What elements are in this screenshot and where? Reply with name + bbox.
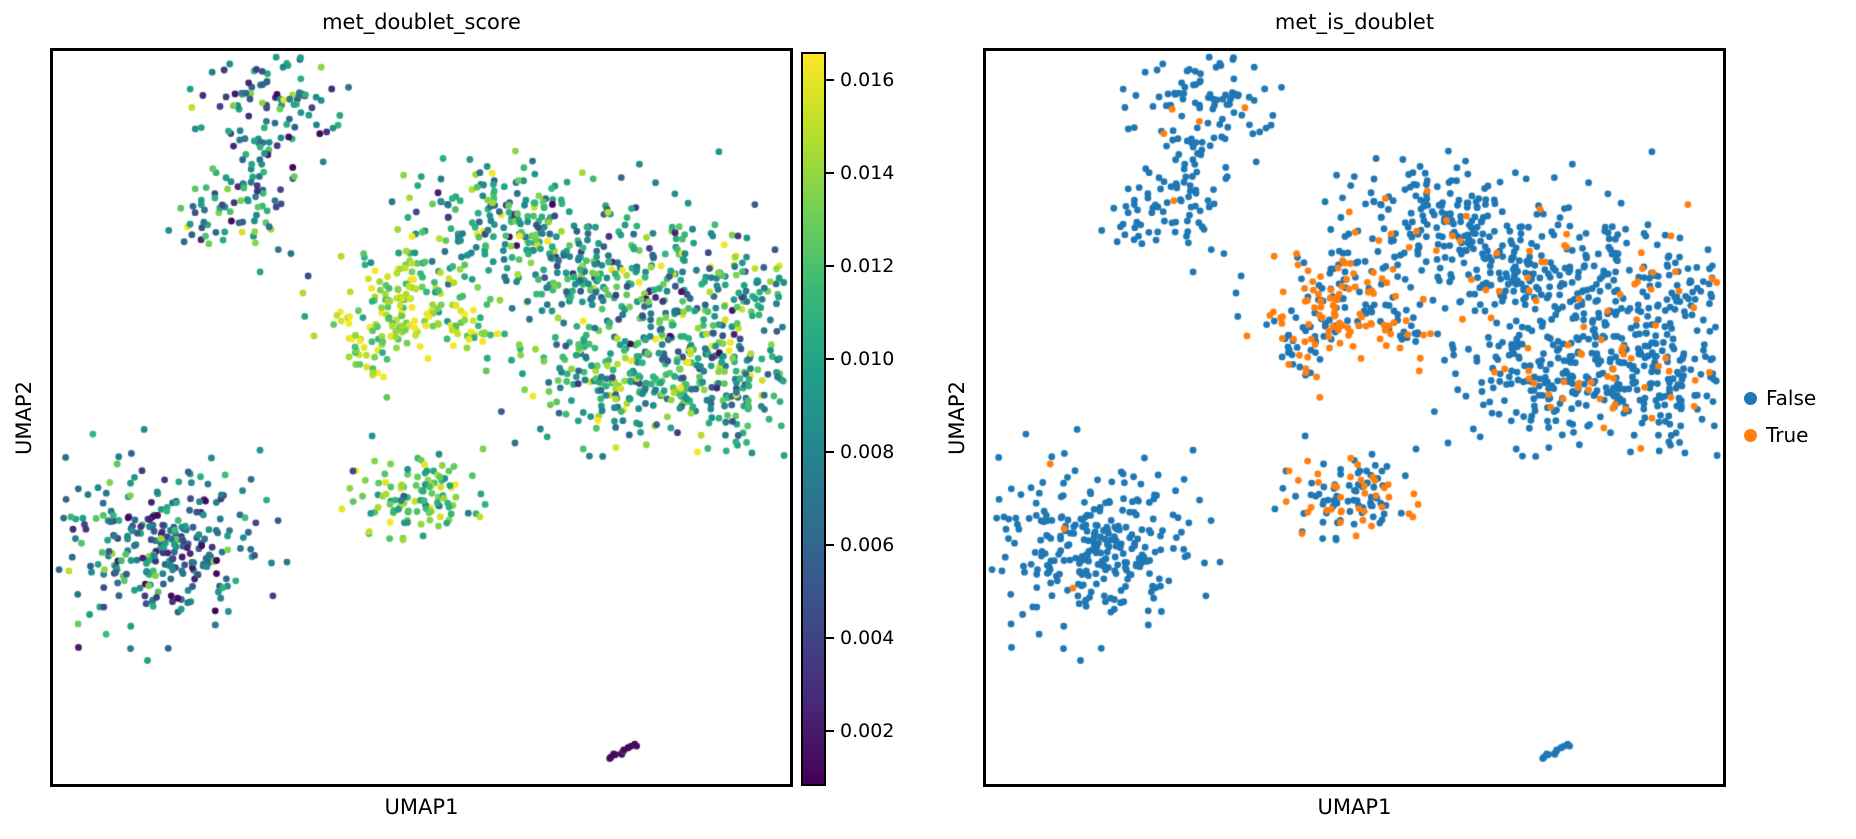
colorbar-tick-label: 0.008: [840, 441, 895, 463]
right-plot-panel: [983, 48, 1726, 787]
legend-item-true: True: [1744, 423, 1816, 447]
legend-item-false: False: [1744, 386, 1816, 410]
colorbar-tick-label: 0.012: [840, 255, 895, 277]
colorbar-tick-label: 0.002: [840, 720, 895, 742]
colorbar-tick-mark: [826, 265, 834, 267]
colorbar-tick-label: 0.010: [840, 348, 895, 370]
right-yaxis-label: UMAP2: [945, 380, 969, 455]
colorbar-tick-mark: [826, 637, 834, 639]
left-xaxis-label: UMAP1: [384, 795, 459, 819]
left-plot-panel: [50, 48, 793, 787]
doublet-score-colorbar: [801, 52, 826, 786]
false-marker-dot: [1744, 391, 1757, 405]
colorbar-tick-mark: [826, 730, 834, 732]
legend-label-true: True: [1766, 423, 1809, 447]
colorbar-tick-label: 0.016: [840, 69, 895, 91]
colorbar-tick-mark: [826, 544, 834, 546]
left-plot-title: met_doublet_score: [322, 10, 521, 34]
right-umap-scatter-canvas: [986, 51, 1723, 784]
colorbar-tick-label: 0.004: [840, 627, 895, 649]
colorbar-tick-mark: [826, 79, 834, 81]
right-xaxis-label: UMAP1: [1317, 795, 1392, 819]
legend-label-false: False: [1766, 386, 1817, 410]
colorbar-tick-label: 0.006: [840, 534, 895, 556]
doublet-legend: False True: [1744, 386, 1816, 447]
colorbar-tick-mark: [826, 358, 834, 360]
right-plot-title: met_is_doublet: [1274, 10, 1435, 34]
colorbar-tick-label: 0.014: [840, 162, 895, 184]
true-marker-dot: [1744, 428, 1757, 442]
left-umap-scatter-canvas: [53, 51, 790, 784]
left-yaxis-label: UMAP2: [12, 380, 36, 455]
colorbar-tick-mark: [826, 172, 834, 174]
colorbar-tick-mark: [826, 451, 834, 453]
